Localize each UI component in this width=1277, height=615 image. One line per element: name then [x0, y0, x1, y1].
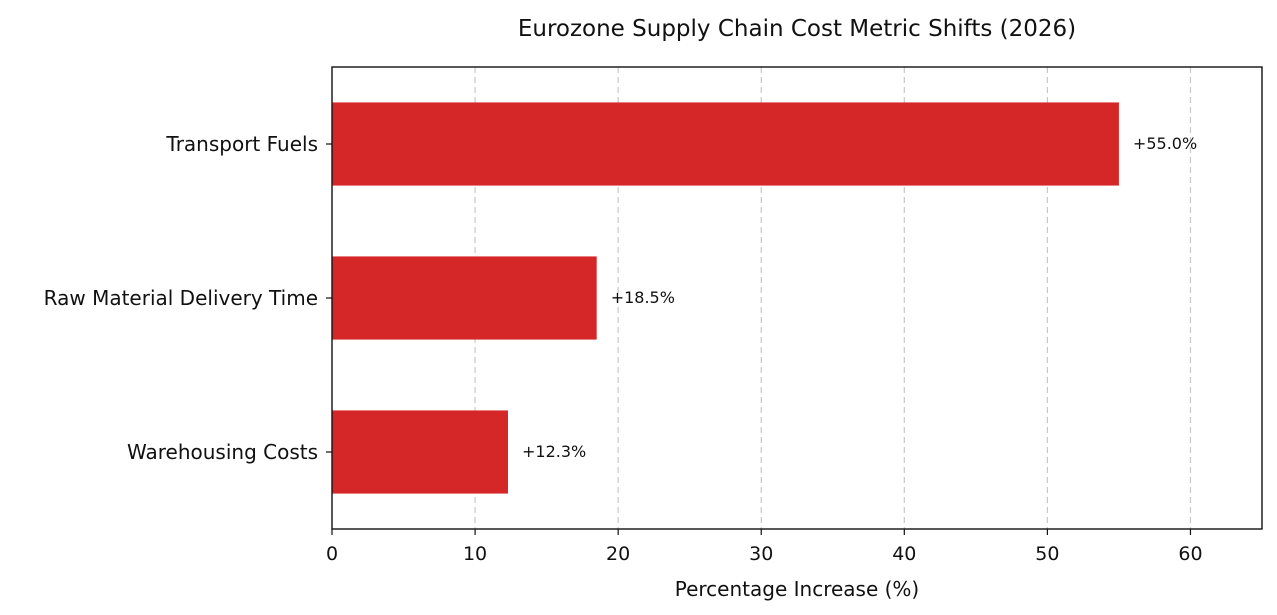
bar [332, 410, 508, 494]
x-tick-label: 50 [1035, 543, 1059, 565]
x-tick-label: 20 [606, 543, 630, 565]
x-tick-label: 40 [892, 543, 916, 565]
y-category-label: Transport Fuels [165, 132, 318, 156]
y-axis-categories: Transport Fuels Raw Material Delivery Tim… [44, 132, 332, 464]
bar [332, 256, 597, 340]
bar [332, 102, 1119, 186]
x-tick-label: 30 [749, 543, 773, 565]
x-tick-label: 0 [326, 543, 338, 565]
x-axis-ticks: 0 10 20 30 40 50 60 [326, 529, 1203, 565]
chart-title: Eurozone Supply Chain Cost Metric Shifts… [518, 16, 1076, 42]
bar-value-label: +55.0% [1133, 134, 1197, 153]
bar-value-label: +18.5% [611, 288, 675, 307]
x-tick-label: 10 [463, 543, 487, 565]
data-labels: +55.0% +18.5% +12.3% [522, 134, 1197, 461]
y-category-label: Raw Material Delivery Time [44, 286, 318, 310]
bar-value-label: +12.3% [522, 442, 586, 461]
y-category-label: Warehousing Costs [127, 440, 318, 464]
x-tick-label: 60 [1178, 543, 1202, 565]
x-axis-label: Percentage Increase (%) [675, 577, 919, 601]
bars [332, 102, 1119, 494]
